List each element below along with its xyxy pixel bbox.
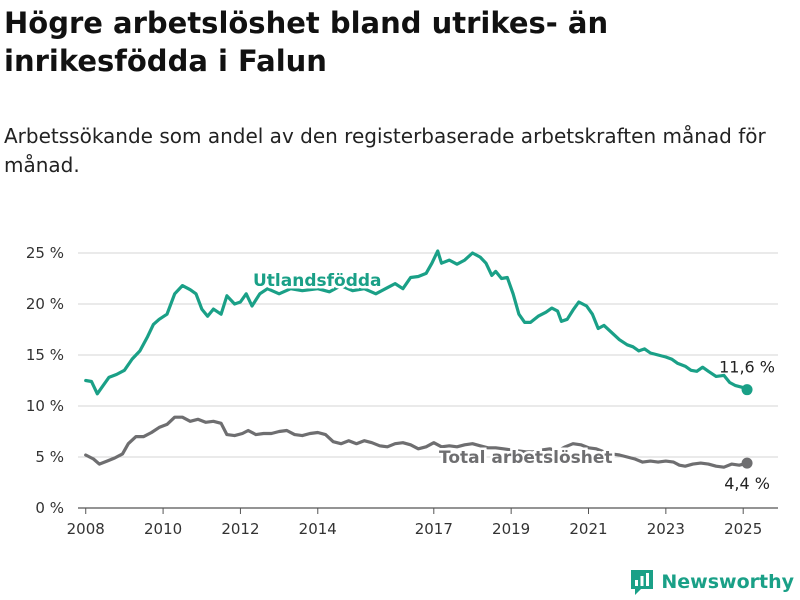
x-tick-label: 2014: [299, 520, 337, 538]
x-tick-label: 2008: [67, 520, 105, 538]
page-subtitle: Arbetssökande som andel av den registerb…: [4, 124, 766, 177]
series-end-point-0: [741, 384, 753, 396]
series-label-utlandsfodda: Utlandsfödda: [253, 271, 382, 291]
bar-chart-icon: [631, 570, 654, 595]
y-tick-label: 0 %: [35, 499, 64, 517]
x-tick-label: 2017: [415, 520, 453, 538]
y-tick-label: 25 %: [26, 244, 64, 262]
y-tick-label: 5 %: [35, 448, 64, 466]
x-tick-label: 2025: [724, 520, 762, 538]
series-line-1: [84, 415, 749, 469]
x-tick-label: 2010: [144, 520, 182, 538]
series-labels: Utlandsfödda Total arbetslöshet 11,6 % 4,4 …: [251, 269, 776, 494]
gridlines: [78, 252, 778, 509]
end-value-label-total: 4,4 %: [724, 474, 770, 493]
brand-name: Newsworthy: [661, 571, 794, 593]
brand-logo: Newsworthy: [629, 568, 794, 596]
x-tick-label: 2023: [647, 520, 685, 538]
x-tick-label: 2019: [492, 520, 530, 538]
end-value-label-utlandsfodda: 11,6 %: [719, 358, 775, 377]
series-label-total: Total arbetslöshet: [439, 448, 613, 468]
x-axis: 2008 2010 2012 2014 2017 2019 2021 2023 2025: [67, 508, 762, 538]
series-lines: [84, 249, 753, 469]
y-tick-label: 10 %: [26, 397, 64, 415]
y-tick-label: 15 %: [26, 346, 64, 364]
y-axis-ticks: 0 % 5 % 10 % 15 % 20 % 25 %: [26, 244, 64, 517]
x-tick-label: 2021: [569, 520, 607, 538]
series-line-0: [84, 249, 749, 396]
y-tick-label: 20 %: [26, 295, 64, 313]
page-title: Högre arbetslöshet bland utrikes- än inr…: [4, 6, 609, 78]
x-tick-label: 2012: [221, 520, 259, 538]
series-end-point-1: [741, 457, 753, 469]
